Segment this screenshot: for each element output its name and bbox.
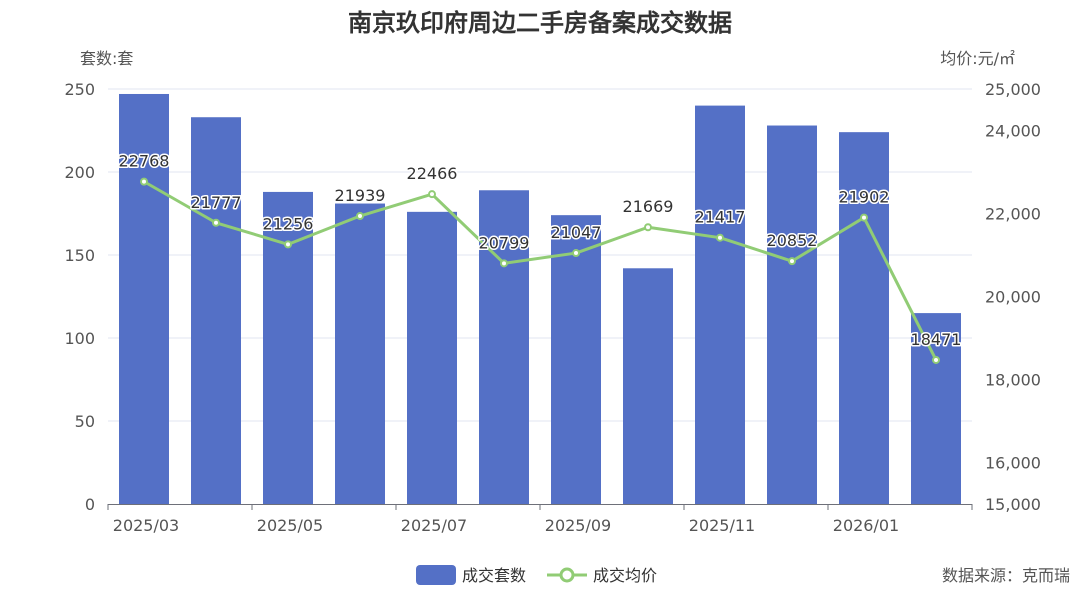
y-left-tick-label: 200 xyxy=(64,163,95,182)
line-series xyxy=(140,177,940,364)
price-data-label: 21939 xyxy=(335,186,386,205)
price-point xyxy=(716,233,724,242)
price-point xyxy=(428,190,436,199)
bar xyxy=(407,211,457,504)
price-data-label: 21256 xyxy=(263,214,314,233)
y-left-tick-label: 0 xyxy=(85,495,95,514)
price-point xyxy=(788,257,796,266)
price-point xyxy=(860,213,868,222)
y-right-tick-label: 25,000 xyxy=(985,80,1041,99)
y-axis-left-name: 套数:套 xyxy=(80,49,133,68)
price-data-label: 21417 xyxy=(695,208,746,227)
price-data-label: 21047 xyxy=(551,223,602,242)
y-left-tick-label: 50 xyxy=(75,412,95,431)
data-source: 数据来源：克而瑞 xyxy=(942,566,1070,585)
price-point xyxy=(644,223,652,232)
price-point xyxy=(212,218,220,227)
chart-title: 南京玖印府周边二手房备案成交数据 xyxy=(348,9,732,37)
bar xyxy=(767,125,817,505)
price-data-label: 22768 xyxy=(119,152,170,171)
legend-bar-label: 成交套数 xyxy=(462,566,526,585)
y-left-tick-label: 150 xyxy=(64,246,95,265)
x-tick-label: 2025/07 xyxy=(401,516,467,535)
bar xyxy=(839,132,889,504)
bar-series xyxy=(119,93,961,505)
x-tick-label: 2026/01 xyxy=(833,516,899,535)
bar xyxy=(479,190,529,504)
price-point xyxy=(356,212,364,221)
price-data-label: 21669 xyxy=(623,197,674,216)
price-point xyxy=(572,249,580,258)
y-right-tick-label: 24,000 xyxy=(985,122,1041,141)
y-left-tick-label: 250 xyxy=(64,80,95,99)
y-left-tick-label: 100 xyxy=(64,329,95,348)
bar xyxy=(911,313,961,504)
bar xyxy=(191,117,241,504)
price-data-label: 18471 xyxy=(911,330,962,349)
x-tick-label: 2025/03 xyxy=(113,516,179,535)
legend-line-marker xyxy=(559,567,575,583)
y-right-tick-label: 18,000 xyxy=(985,371,1041,390)
price-point xyxy=(140,177,148,186)
bar xyxy=(695,105,745,504)
price-data-label: 22466 xyxy=(407,164,458,183)
grid-lines xyxy=(108,88,972,422)
x-tick-label: 2025/05 xyxy=(257,516,323,535)
price-data-label: 21902 xyxy=(839,188,890,207)
x-tick-label: 2025/11 xyxy=(689,516,755,535)
legend-line-label: 成交均价 xyxy=(593,566,657,585)
y-right-tick-label: 16,000 xyxy=(985,454,1041,473)
y-right-tick-label: 20,000 xyxy=(985,288,1041,307)
bar xyxy=(335,203,385,505)
legend[interactable]: 成交套数 成交均价 xyxy=(416,565,657,585)
bar xyxy=(551,215,601,504)
data-labels: 22768 21777 21256 21939 22466 20799 21047 21669… xyxy=(117,150,963,350)
price-line xyxy=(143,180,938,361)
price-data-label: 20799 xyxy=(479,233,530,252)
price-point xyxy=(500,259,508,268)
price-point xyxy=(284,240,292,249)
bar xyxy=(119,93,169,504)
y-right-tick-label: 22,000 xyxy=(985,205,1041,224)
y-axis-right-name: 均价:元/㎡ xyxy=(940,49,1015,68)
price-point xyxy=(932,355,940,364)
bar xyxy=(623,268,673,504)
price-data-label: 21777 xyxy=(191,193,242,212)
x-tick-label: 2025/09 xyxy=(545,516,611,535)
legend-bar-swatch xyxy=(416,565,456,585)
axes: 0 50 100 150 200 250 15,000 16,000 18,000 20,000 2… xyxy=(64,80,1041,535)
price-data-label: 20852 xyxy=(767,231,818,250)
y-right-tick-label: 15,000 xyxy=(985,495,1041,514)
